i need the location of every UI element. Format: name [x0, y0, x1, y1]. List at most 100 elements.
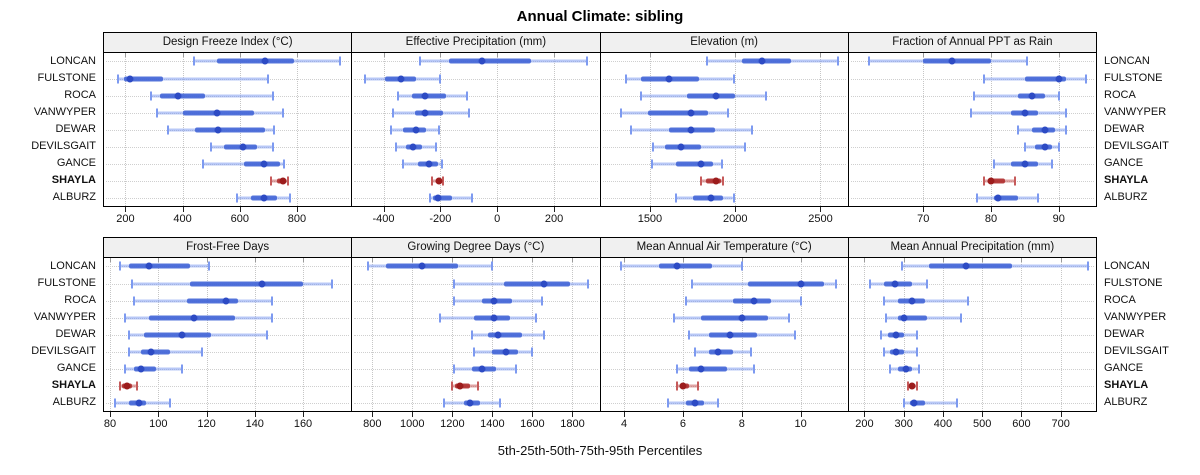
panels: Frost-Free Days 80 100 120 140 160 Growing Deg… — [103, 237, 1097, 435]
panel-axis: -400 -200 0 200 — [352, 207, 599, 230]
row-gridline — [850, 129, 1094, 131]
median-dot — [261, 57, 269, 65]
whisker-cap — [288, 193, 291, 202]
median-dot — [490, 297, 498, 304]
axis-tick — [110, 412, 112, 417]
whisker-cap — [650, 159, 653, 168]
whisker-cap — [451, 381, 454, 390]
median-dot — [222, 297, 230, 304]
median-dot — [412, 126, 420, 133]
site-label-gance: GANCE — [56, 157, 96, 169]
top-tick — [903, 258, 905, 262]
whisker-cap — [396, 91, 399, 100]
whisker-cap — [720, 159, 723, 168]
percentile-band-25-75 — [448, 58, 532, 64]
axis-tick — [682, 412, 684, 417]
percentile-range-5-95 — [974, 94, 1059, 97]
whisker-cap — [389, 125, 392, 134]
whisker-cap — [466, 91, 469, 100]
axis-tick — [372, 412, 374, 417]
site-label-roca: ROCA — [1104, 89, 1136, 101]
whisker-cap — [764, 91, 767, 100]
panel-box: Effective Precipitation (mm) — [351, 32, 601, 207]
axis-tick-label: 80 — [984, 213, 998, 225]
axis-tick-label: 160 — [293, 418, 313, 430]
median-dot — [434, 194, 441, 201]
row-gridline — [850, 197, 1094, 199]
axis-tick — [820, 207, 822, 212]
site-label-alburz: ALBURZ — [1104, 396, 1148, 408]
top-tick — [158, 258, 160, 262]
whisker-cap — [587, 279, 590, 288]
top-tick — [452, 258, 454, 262]
median-dot — [260, 194, 268, 201]
median-dot — [478, 57, 486, 65]
top-tick — [497, 53, 499, 57]
whisker-cap — [883, 347, 886, 356]
whisker-cap — [799, 296, 802, 305]
top-tick — [532, 258, 534, 262]
axis-tick-label: 140 — [245, 418, 264, 430]
axis-tick-label: 500 — [972, 418, 992, 430]
median-dot — [1028, 92, 1036, 99]
panel-box: Design Freeze Index (°C) — [103, 32, 353, 207]
median-dot — [758, 57, 766, 65]
panel-design-freeze-index-c: Design Freeze Index (°C) 200 400 600 800 — [103, 32, 353, 230]
top-tick — [554, 53, 556, 57]
whisker-cap — [1037, 193, 1040, 202]
axis-tick — [412, 412, 414, 417]
row-gridline — [106, 266, 350, 268]
site-label-fulstone: FULSTONE — [1104, 277, 1163, 289]
axis-tick-label: 2000 — [722, 213, 748, 225]
axis-tick-label: 0 — [494, 213, 501, 225]
axis-tick-label: 10 — [794, 418, 807, 430]
percentile-band-25-75 — [129, 263, 190, 269]
whisker-cap — [123, 364, 126, 373]
whisker-cap — [673, 313, 676, 322]
row-gridline — [602, 163, 846, 165]
whisker-cap — [453, 279, 456, 288]
panel-axis: 70 80 90 — [849, 207, 1096, 230]
whisker-cap — [676, 364, 679, 373]
whisker-cap — [676, 381, 679, 390]
whisker-cap — [674, 193, 677, 202]
whisker-cap — [200, 347, 203, 356]
axis-tick — [383, 207, 385, 212]
whisker-cap — [640, 91, 643, 100]
whisker-cap — [193, 56, 196, 66]
axis-tick — [624, 412, 626, 417]
site-label-shayla: SHAYLA — [1104, 379, 1149, 391]
axis-tick-label: 120 — [197, 418, 216, 430]
median-dot — [258, 280, 266, 287]
percentile-band-25-75 — [216, 58, 295, 64]
median-dot — [697, 160, 705, 167]
top-tick — [864, 258, 866, 262]
axis-tick-label: 800 — [287, 213, 307, 225]
site-label-alburz: ALBURZ — [1104, 191, 1148, 203]
whisker-cap — [287, 176, 290, 185]
axis-tick-label: 70 — [917, 213, 930, 225]
axis-tick — [440, 207, 442, 212]
axis-tick-label: 2500 — [808, 213, 833, 225]
axis-tick-label: 1000 — [400, 418, 425, 430]
axis-tick — [942, 412, 944, 417]
percentile-band-25-75 — [143, 332, 212, 337]
site-label-loncan: LONCAN — [1104, 55, 1150, 67]
median-dot — [892, 331, 900, 338]
median-dot — [687, 126, 695, 133]
whisker-cap — [453, 364, 456, 373]
panel-plot — [104, 53, 352, 206]
median-dot — [425, 160, 433, 167]
percentile-band-25-75 — [659, 263, 713, 269]
percentile-band-25-75 — [1024, 76, 1066, 81]
axis-tick — [254, 412, 256, 417]
top-tick — [800, 258, 802, 262]
percentile-band-25-75 — [134, 366, 156, 371]
whisker-cap — [270, 176, 273, 185]
whisker-cap — [283, 159, 286, 168]
site-labels-left: LONCAN FULSTONE ROCA VANWYPER DEWAR DEVILSGAI… — [0, 237, 103, 435]
row-gridline — [602, 402, 846, 404]
axis-tick — [800, 412, 802, 417]
row-gridline — [850, 385, 1094, 387]
site-label-gance: GANCE — [56, 362, 96, 374]
